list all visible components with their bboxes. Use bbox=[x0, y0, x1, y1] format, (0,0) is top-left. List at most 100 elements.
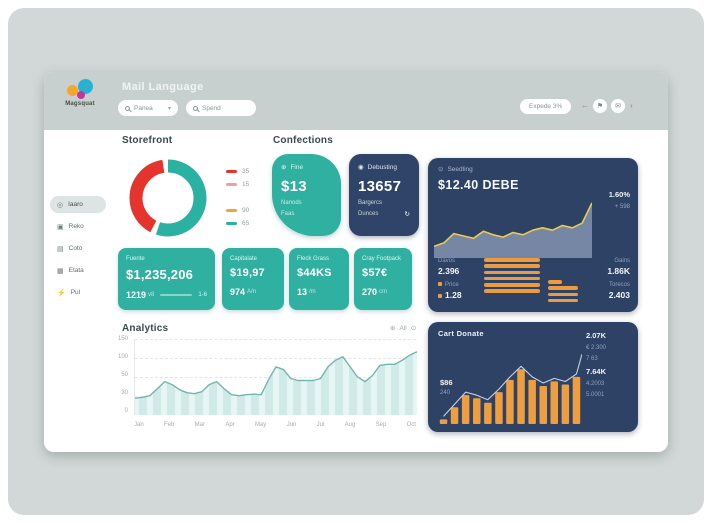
count-stat-card[interactable]: ◉ Debusting 13657 Bargercs Dunces ↻ bbox=[349, 154, 419, 236]
metric-value: $44KS bbox=[297, 267, 332, 279]
x-axis-label: Oct bbox=[406, 422, 416, 428]
fine-card-line: Faas bbox=[281, 211, 295, 217]
bar bbox=[548, 292, 578, 297]
analytics-area-chart bbox=[135, 351, 417, 415]
metric-card-capitalate[interactable]: Capitalate $19,97 974 A/n bbox=[222, 248, 284, 310]
storefront-donut-chart bbox=[129, 159, 207, 237]
options-icon[interactable]: ⊙ bbox=[410, 325, 417, 332]
metric-card-cray-footpack[interactable]: Cray Footpack $57€ 270 cm bbox=[354, 248, 412, 310]
mail-icon: ✉ bbox=[615, 103, 621, 110]
spending-percent: 1.60% bbox=[608, 190, 630, 199]
spending-panel[interactable]: ⊙ Seedling $12.40 DEBE 1.60% + 598 Davos… bbox=[428, 158, 638, 312]
chevron-down-icon: ▾ bbox=[167, 105, 171, 112]
sidebar-item-pul[interactable]: ⚡ Pul bbox=[50, 284, 106, 301]
x-axis-label: May bbox=[254, 422, 267, 428]
sidebar-item-etata[interactable]: ▦ Etata bbox=[50, 262, 106, 279]
metric-sub-value: 13 bbox=[297, 287, 308, 297]
legend-swatch bbox=[226, 222, 237, 225]
target-icon: ◉ bbox=[358, 164, 364, 171]
count-card-line: Dunces bbox=[358, 211, 379, 217]
x-axis-label: Sep bbox=[375, 422, 387, 428]
cart-stat-value: 2.07K bbox=[586, 331, 607, 340]
app-window: Magsquat Mail Language Panea ▾ Spend Exp… bbox=[44, 72, 668, 452]
power-icon: ⚡ bbox=[57, 289, 66, 297]
analytics-x-axis: Jan Feb Mar Apr May Jun Jul Aug Sep Oct bbox=[134, 422, 416, 428]
search-filter-input[interactable]: Panea ▾ bbox=[118, 100, 178, 116]
bar bbox=[484, 283, 540, 287]
refresh-icon[interactable]: ↻ bbox=[404, 211, 410, 218]
fine-card-label: Fine bbox=[290, 163, 304, 171]
x-axis-label: Aug bbox=[344, 422, 356, 428]
legend-swatch bbox=[226, 170, 237, 173]
legend-label: 35 bbox=[242, 168, 250, 175]
bar bbox=[548, 286, 578, 290]
count-card-value: 13657 bbox=[358, 178, 402, 195]
search-input[interactable]: Spend bbox=[186, 100, 256, 116]
x-axis-label: Feb bbox=[164, 422, 175, 428]
export-button-label: Expede 3% bbox=[529, 103, 563, 110]
bar bbox=[484, 276, 540, 281]
metric-value: $57€ bbox=[362, 267, 388, 279]
legend-item: 90 bbox=[226, 207, 249, 214]
sidebar-item-iaaro[interactable]: ◎ Iaaro bbox=[50, 196, 106, 213]
sidebar-item-label: Reko bbox=[68, 223, 84, 230]
analytics-filter-label[interactable]: All bbox=[399, 324, 407, 332]
storefront-section-title: Storefront bbox=[122, 135, 173, 146]
bar bbox=[484, 264, 540, 268]
fine-card-value: $13 bbox=[281, 178, 307, 195]
cart-stat-value: 7.64K bbox=[586, 367, 607, 376]
cart-stat-value: 4.2003 bbox=[586, 381, 605, 387]
metric-range: 1-6 bbox=[198, 292, 207, 298]
stat-value: 1.86K bbox=[607, 266, 630, 276]
table-icon: ▦ bbox=[57, 267, 64, 275]
analytics-y-axis: 150 100 50 30 0 bbox=[106, 336, 128, 414]
cart-bar-chart bbox=[439, 353, 582, 424]
metric-value: $1,235,206 bbox=[126, 267, 194, 282]
x-axis-label: Mar bbox=[194, 422, 205, 428]
fine-stat-card[interactable]: ⊕ Fine $13 Nanods Faas bbox=[272, 154, 341, 236]
legend-label: 15 bbox=[242, 181, 250, 188]
export-button[interactable]: Expede 3% bbox=[520, 99, 572, 114]
forward-icon[interactable]: › bbox=[630, 101, 633, 110]
metric-sub-unit: A/n bbox=[247, 289, 257, 295]
page-title: Mail Language bbox=[122, 81, 204, 93]
spending-value: $12.40 DEBE bbox=[438, 178, 519, 192]
metric-value: $19,97 bbox=[230, 267, 265, 279]
metric-sub-unit: v8 bbox=[148, 292, 155, 298]
search-value: Spend bbox=[202, 104, 221, 112]
sidebar-item-coto[interactable]: ▤ Coto bbox=[50, 240, 106, 257]
bar bbox=[548, 280, 562, 284]
y-tick-label: 150 bbox=[117, 336, 128, 342]
flag-button[interactable]: ⚑ bbox=[593, 99, 607, 113]
y-tick-label: 0 bbox=[124, 408, 128, 414]
analytics-toolbar[interactable]: ⊕ All ⊙ bbox=[390, 324, 417, 333]
stat-label: Price bbox=[438, 282, 459, 288]
bar bbox=[484, 258, 540, 262]
add-icon[interactable]: ⊕ bbox=[390, 325, 396, 332]
y-tick-label: 30 bbox=[121, 390, 128, 396]
brand-logo[interactable]: Magsquat bbox=[58, 79, 102, 107]
metric-card-fuente[interactable]: Fuente $1,235,206 1219 v8 1-6 bbox=[118, 248, 215, 310]
legend-label: 65 bbox=[242, 220, 250, 227]
legend-swatch bbox=[226, 209, 237, 212]
flag-icon: ⚑ bbox=[596, 103, 604, 110]
sidebar-item-reko[interactable]: ▣ Reko bbox=[50, 218, 106, 235]
legend-label: 90 bbox=[242, 207, 250, 214]
progress-bar bbox=[160, 294, 193, 296]
sidebar-item-label: Iaaro bbox=[68, 201, 83, 208]
search-icon bbox=[125, 105, 130, 111]
cart-donate-panel[interactable]: Cart Donate $86 240 2.07K € 2.300 7 63 7.64… bbox=[428, 322, 638, 432]
spending-area-chart bbox=[434, 202, 592, 258]
sidebar-item-label: Pul bbox=[70, 289, 81, 296]
back-icon[interactable]: ← bbox=[581, 101, 589, 110]
mail-button[interactable]: ✉ bbox=[611, 99, 625, 113]
metric-card-fleck-grass[interactable]: Fleck Grass $44KS 13 /m bbox=[289, 248, 349, 310]
legend-item: 15 bbox=[226, 181, 249, 188]
sidebar-item-label: Coto bbox=[68, 245, 83, 252]
metric-label: Capitalate bbox=[230, 256, 258, 262]
fine-card-line: Nanods bbox=[281, 200, 302, 206]
count-card-label: Debusting bbox=[367, 163, 397, 171]
cart-stat-value: 5.0001 bbox=[586, 392, 605, 398]
legend-swatch bbox=[226, 183, 237, 186]
count-card-line: Bargercs bbox=[358, 200, 383, 206]
